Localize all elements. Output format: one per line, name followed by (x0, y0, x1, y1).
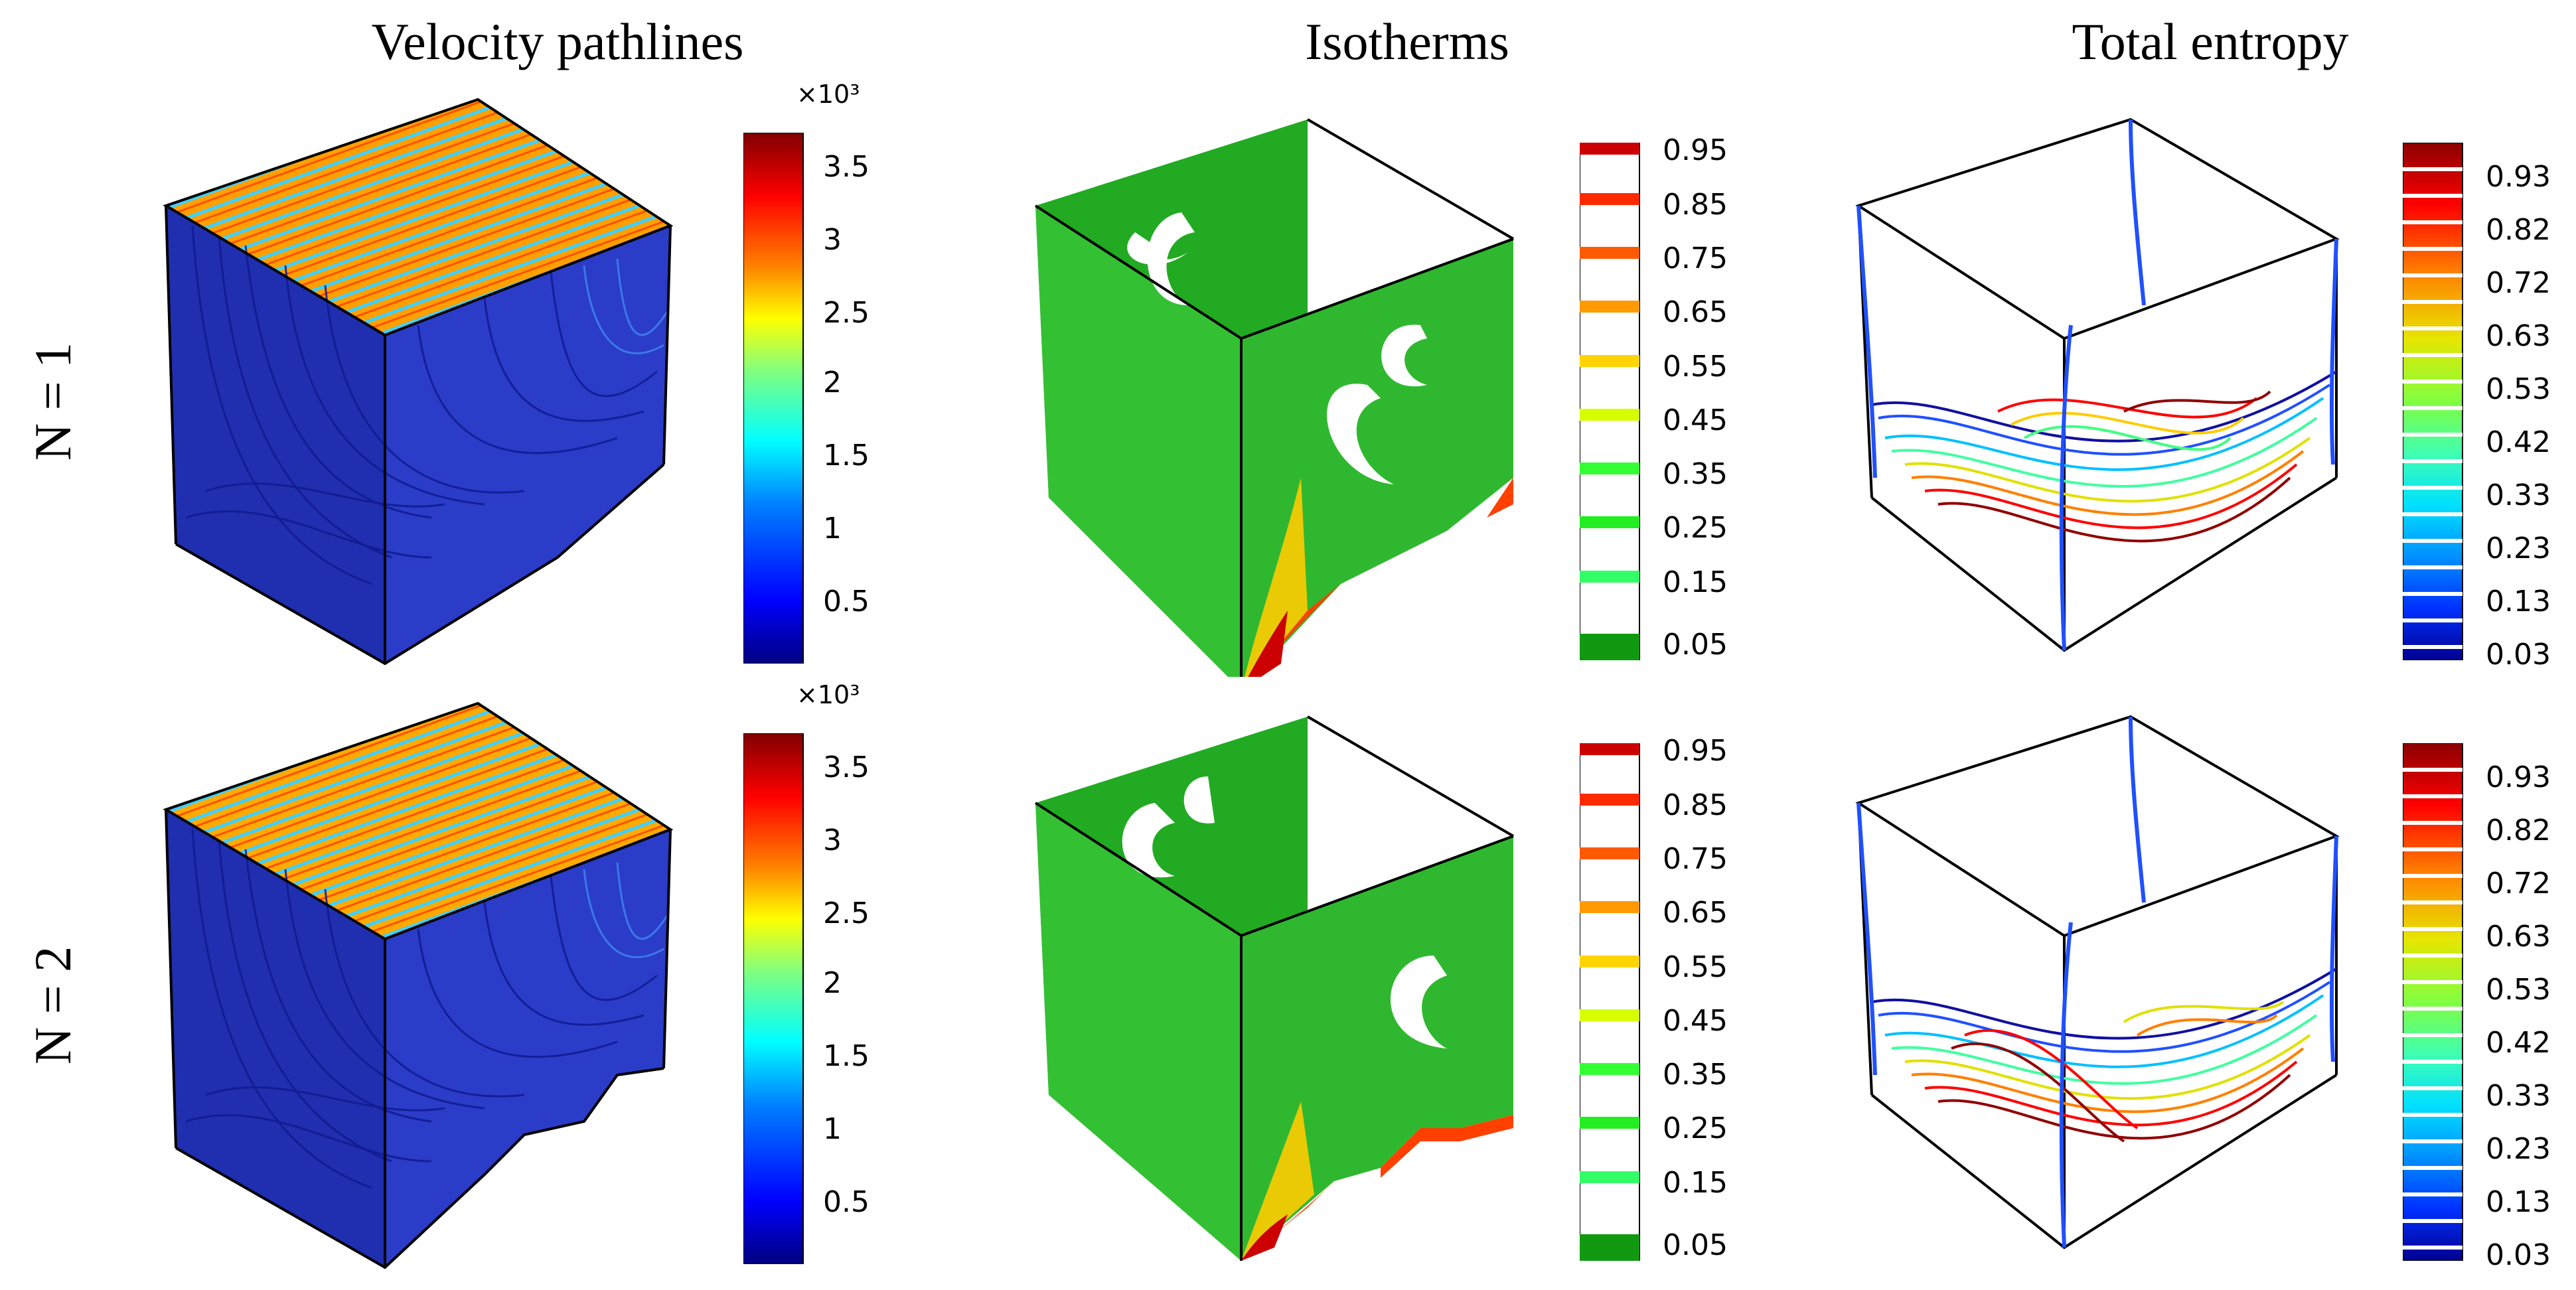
entropy-tick-label: 0.13 (2486, 585, 2551, 618)
entropy-tick-label: 0.42 (2486, 1026, 2551, 1060)
isotherm-tick-label: 0.55 (1663, 950, 1728, 984)
entropy-colorbar-n1: 0.93 0.82 0.72 0.63 0.53 0.42 0.33 0.23 … (2402, 142, 2551, 670)
velocity-pathlines-plot-n2 (153, 697, 750, 1281)
column-title-isotherms: Isotherms (1305, 13, 1509, 70)
isotherm-tick-label: 0.95 (1663, 133, 1728, 167)
isotherms-plot-n2 (1022, 703, 1553, 1274)
velocity-tick-label: 1 (823, 512, 842, 545)
velocity-tick-label: 2.5 (823, 296, 870, 330)
entropy-tick-label: 0.03 (2486, 1238, 2551, 1272)
velocity-tick-label: 1.5 (823, 1039, 870, 1073)
entropy-plot-n1 (1845, 106, 2376, 677)
isotherm-tick-label: 0.05 (1663, 628, 1728, 662)
entropy-tick-label: 0.72 (2486, 266, 2551, 300)
entropy-tick-label: 0.13 (2486, 1185, 2551, 1219)
isotherm-tick-label: 0.65 (1663, 295, 1728, 329)
entropy-tick-label: 0.82 (2486, 814, 2551, 847)
isotherm-tick-label: 0.15 (1663, 1166, 1728, 1200)
isotherms-colorbar-n1: 0.95 0.85 0.75 0.65 0.55 0.45 0.35 0.25 … (1579, 136, 1728, 664)
entropy-tick-label: 0.93 (2486, 760, 2551, 794)
velocity-tick-label: 3.5 (823, 150, 870, 184)
isotherm-bands (1579, 142, 1640, 661)
entropy-tick-label: 0.53 (2486, 372, 2551, 406)
entropy-tick-label: 0.82 (2486, 213, 2551, 247)
velocity-tick-label: 3 (823, 824, 842, 857)
isotherm-tick-label: 0.25 (1663, 511, 1728, 545)
column-title-velocity: Velocity pathlines (371, 13, 744, 70)
isotherm-tick-label: 0.85 (1663, 188, 1728, 222)
isotherm-tick-label: 0.25 (1663, 1111, 1728, 1145)
velocity-tick-label: 3 (823, 223, 842, 257)
isotherm-tick-label: 0.45 (1663, 403, 1728, 437)
isotherm-tick-label: 0.75 (1663, 242, 1728, 275)
velocity-tick-label: 2 (823, 966, 842, 1000)
isotherm-tick-label: 0.15 (1663, 565, 1728, 599)
velocity-tick-label: 0.5 (823, 1185, 870, 1219)
entropy-tick-label: 0.23 (2486, 1132, 2551, 1166)
velocity-tick-label: 0.5 (823, 585, 870, 618)
isotherm-tick-label: 0.35 (1663, 457, 1728, 491)
isotherm-tick-label: 0.65 (1663, 896, 1728, 930)
entropy-tick-label: 0.42 (2486, 425, 2551, 459)
row-label-n2: N = 2 (24, 946, 82, 1065)
column-title-entropy: Total entropy (2072, 13, 2349, 70)
entropy-tick-label: 0.33 (2486, 1079, 2551, 1113)
velocity-scale-label: ×10³ (796, 680, 860, 709)
entropy-tick-label: 0.33 (2486, 478, 2551, 512)
isotherm-bands (1579, 743, 1640, 1261)
isotherms-plot-n1 (1022, 106, 1553, 677)
isotherm-tick-label: 0.35 (1663, 1058, 1728, 1092)
velocity-pathlines-plot-n1 (153, 93, 750, 677)
velocity-colorbar-n1: ×10³ 3.5 3 2.5 2 1.5 1 0.5 (743, 80, 870, 667)
entropy-tick-label: 0.63 (2486, 319, 2551, 353)
entropy-tick-label: 0.63 (2486, 920, 2551, 954)
entropy-bands (2402, 743, 2463, 1261)
velocity-tick-label: 2.5 (823, 896, 870, 930)
row-label-n1: N = 1 (24, 342, 82, 461)
velocity-tick-label: 2 (823, 366, 842, 399)
entropy-tick-label: 0.53 (2486, 973, 2551, 1007)
entropy-tick-label: 0.03 (2486, 638, 2551, 672)
velocity-colorbar-n2: ×10³ 3.5 3 2.5 2 1.5 1 0.5 (743, 680, 870, 1267)
isotherm-tick-label: 0.75 (1663, 842, 1728, 876)
entropy-plot-n2 (1845, 703, 2376, 1274)
entropy-colorbar-n2: 0.93 0.82 0.72 0.63 0.53 0.42 0.33 0.23 … (2402, 743, 2551, 1270)
entropy-tick-label: 0.93 (2486, 160, 2551, 194)
isotherms-colorbar-n2: 0.95 0.85 0.75 0.65 0.55 0.45 0.35 0.25 … (1579, 737, 1728, 1264)
isotherm-tick-label: 0.55 (1663, 350, 1728, 384)
isotherm-tick-label: 0.95 (1663, 734, 1728, 768)
velocity-tick-label: 1.5 (823, 439, 870, 472)
velocity-tick-label: 3.5 (823, 751, 870, 784)
isotherm-tick-label: 0.45 (1663, 1004, 1728, 1038)
entropy-tick-label: 0.72 (2486, 867, 2551, 900)
entropy-tick-label: 0.23 (2486, 532, 2551, 565)
isotherm-tick-label: 0.85 (1663, 788, 1728, 822)
entropy-bands (2402, 142, 2463, 661)
isotherm-tick-label: 0.05 (1663, 1228, 1728, 1262)
velocity-scale-label: ×10³ (796, 80, 860, 109)
velocity-tick-label: 1 (823, 1112, 842, 1146)
